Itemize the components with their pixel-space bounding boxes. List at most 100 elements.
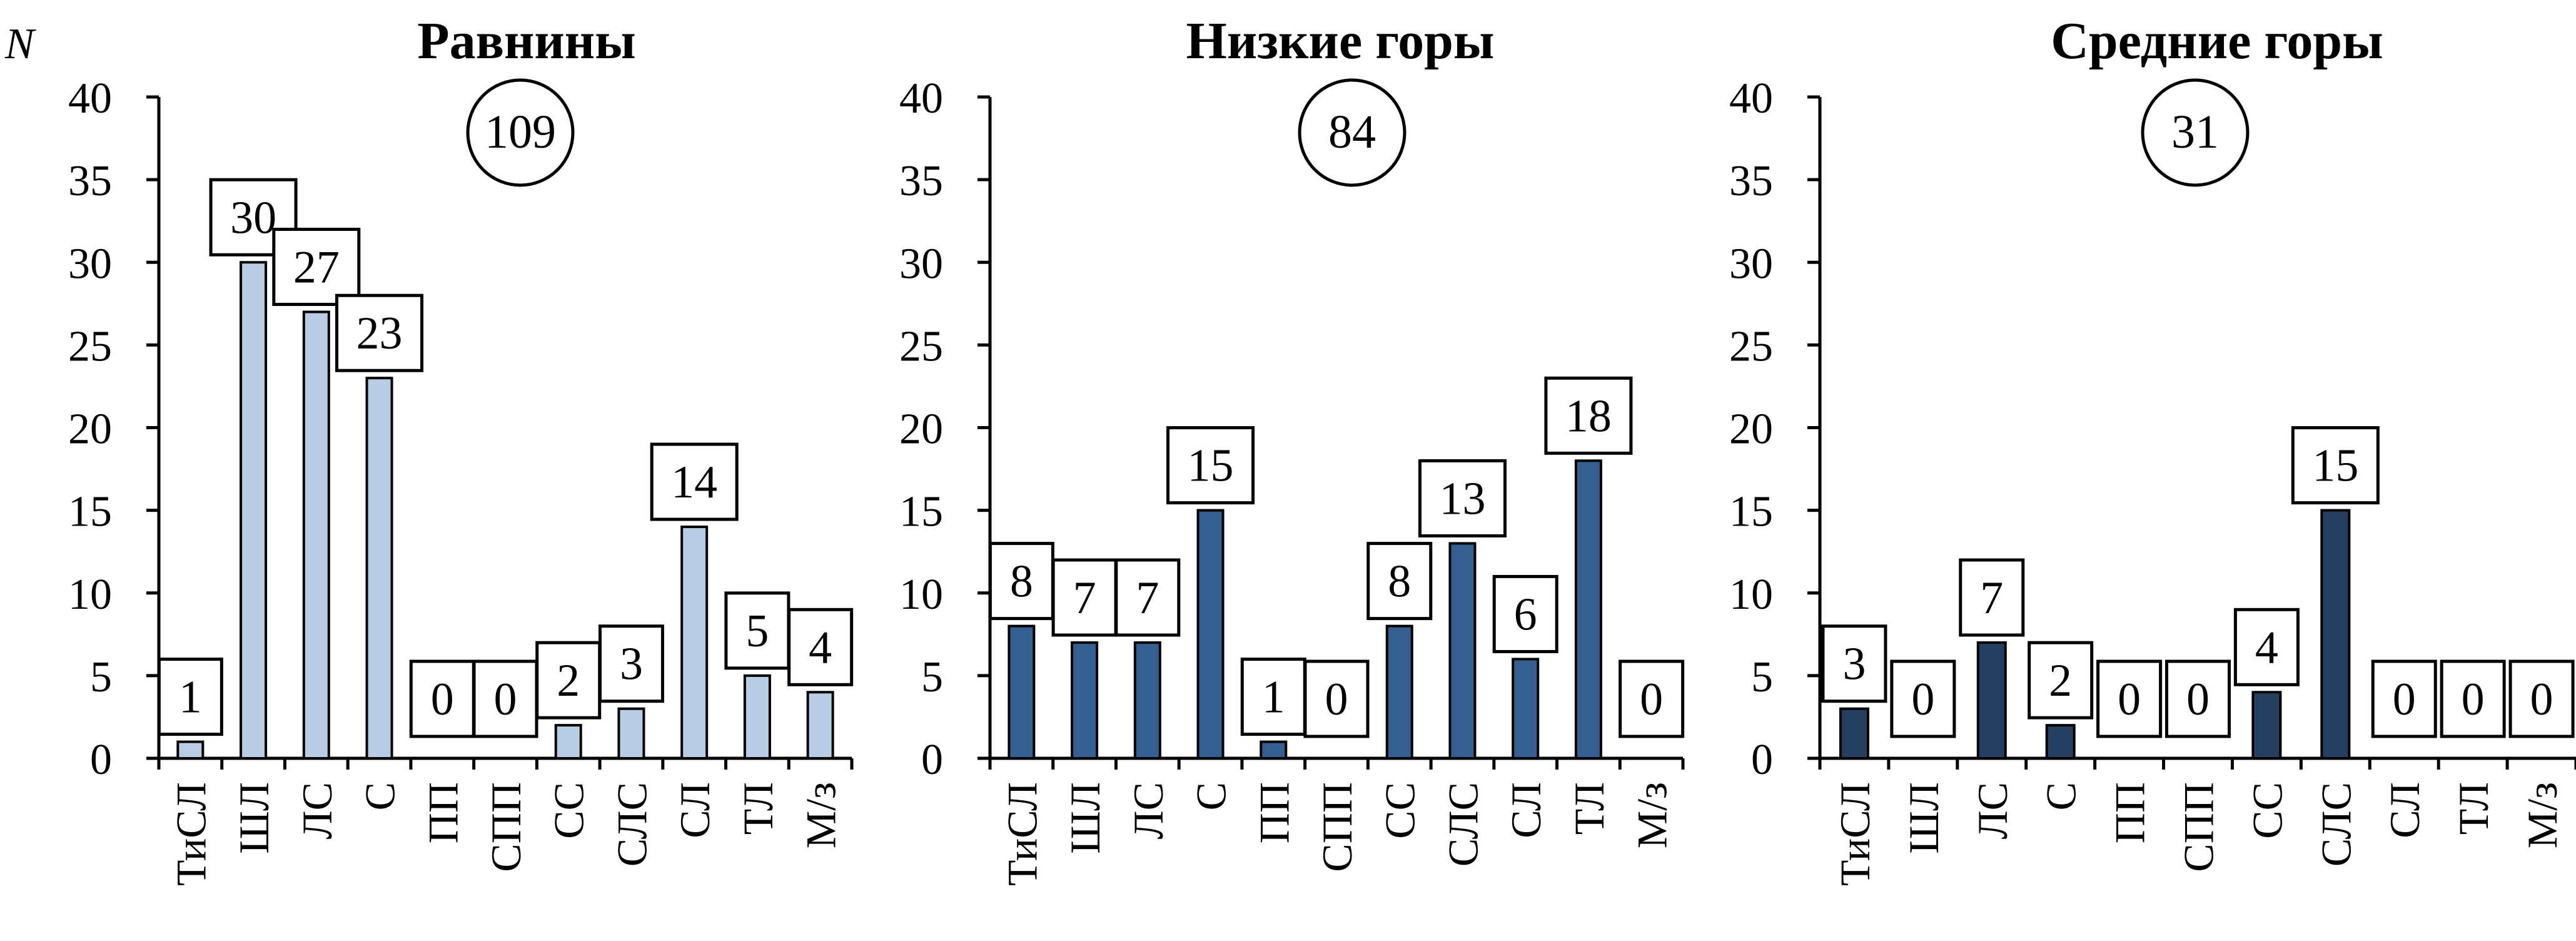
bar	[302, 310, 330, 760]
bar	[1133, 641, 1161, 760]
total-circle	[1298, 78, 1407, 187]
data-label-value: 0	[2462, 674, 2485, 725]
y-tick-label: 15	[68, 488, 112, 536]
data-label: 15	[1166, 426, 1255, 505]
bar	[1448, 542, 1477, 760]
y-tick-label: 15	[899, 488, 943, 536]
y-tick-label: 5	[1751, 653, 1773, 701]
y-tick-label: 40	[899, 74, 943, 123]
bar	[680, 526, 709, 760]
x-tick-label: С	[1188, 782, 1235, 810]
total-count-label: 109	[485, 106, 556, 158]
data-label: 4	[787, 608, 854, 686]
y-tick-label: 5	[90, 653, 112, 701]
y-tick-label: 10	[899, 571, 943, 619]
data-label: 0	[2508, 659, 2575, 738]
data-label-box	[1366, 542, 1433, 621]
data-label-box	[1619, 659, 1685, 738]
y-tick-label: 30	[899, 240, 943, 288]
data-label-value: 14	[671, 457, 717, 508]
data-label: 7	[1051, 558, 1118, 637]
total-count-badge: 84	[1298, 78, 1407, 187]
data-label-value: 7	[1136, 572, 1159, 624]
total-circle	[466, 78, 575, 187]
data-label-box	[724, 591, 790, 670]
data-label-value: 6	[1514, 589, 1537, 640]
data-label: 0	[2371, 659, 2437, 738]
total-count-label: 31	[2171, 106, 2219, 158]
chart-title: Низкие горы	[1186, 12, 1495, 70]
x-tick-label: С	[2038, 782, 2085, 810]
data-label-box	[1114, 558, 1181, 637]
data-label: 1	[1240, 658, 1306, 736]
data-label: 0	[409, 659, 475, 738]
data-label-value: 18	[1565, 390, 1612, 442]
bar	[617, 707, 645, 760]
bar	[2045, 724, 2076, 760]
chart-panel-1: Равнины1090510152025303540ТиСЛ1ШЛ30ЛС27С…	[68, 12, 854, 886]
x-tick-label: ТЛ	[1565, 782, 1613, 835]
x-tick-label: СПП	[482, 782, 530, 872]
data-label-value: 0	[2118, 674, 2141, 725]
bar	[2320, 509, 2351, 760]
data-label-box	[2028, 641, 2094, 720]
x-tick-label: СПП	[1313, 782, 1361, 872]
bar	[1008, 624, 1036, 760]
x-tick-label: ЛС	[293, 782, 341, 839]
y-tick-label: 20	[68, 405, 112, 454]
bar	[1385, 624, 1413, 760]
data-label: 3	[1821, 624, 1887, 703]
total-count-badge: 109	[466, 78, 575, 187]
x-tick-label: М/з	[797, 782, 845, 848]
y-tick-label: 0	[921, 736, 943, 784]
data-label-box	[1544, 376, 1633, 455]
y-tick-label: 35	[1729, 157, 1773, 205]
bar	[1196, 509, 1225, 760]
chart-panel-3: Средние горы310510152025303540ТиСЛ3ШЛ0ЛС…	[1729, 12, 2576, 886]
data-label-value: 1	[1262, 672, 1285, 723]
data-label-box	[535, 641, 602, 720]
data-label-box	[1959, 558, 2025, 637]
bar	[365, 377, 393, 760]
bar	[240, 261, 268, 760]
data-label-value: 0	[2186, 674, 2210, 725]
data-label-box	[2440, 659, 2506, 738]
x-tick-label: ШЛ	[230, 782, 278, 854]
data-label: 23	[335, 293, 424, 372]
data-label: 7	[1114, 558, 1181, 637]
x-tick-label: СЛ	[1502, 782, 1550, 838]
data-label: 13	[1418, 459, 1507, 537]
data-label-box	[2291, 426, 2380, 505]
y-tick-label: 5	[921, 653, 943, 701]
y-tick-label: 20	[899, 405, 943, 454]
x-tick-label: СПП	[2175, 782, 2223, 872]
x-tick-label: ТиСЛ	[1831, 782, 1879, 886]
data-label-value: 8	[1388, 556, 1411, 608]
x-tick-label: ТЛ	[734, 782, 782, 835]
x-tick-label: С	[356, 782, 404, 810]
data-label-value: 27	[293, 242, 340, 293]
bar	[1839, 707, 1869, 760]
data-label-value: 0	[2530, 674, 2553, 725]
data-label-box	[2233, 608, 2300, 686]
data-label: 5	[724, 591, 790, 670]
data-label-box	[1492, 574, 1558, 653]
data-label: 27	[272, 228, 361, 307]
y-tick-label: 20	[1729, 405, 1773, 454]
data-label: 0	[1619, 659, 1685, 738]
data-label-value: 7	[1073, 572, 1096, 624]
bar	[1976, 641, 2007, 760]
data-label-box	[1166, 426, 1255, 505]
data-label-box	[409, 659, 475, 738]
x-tick-label: ЛС	[1969, 782, 2016, 839]
x-tick-label: ЛС	[1124, 782, 1172, 839]
data-label-box	[472, 659, 538, 738]
bar	[1071, 641, 1099, 760]
bar	[743, 674, 771, 760]
data-label-box	[335, 293, 424, 372]
y-tick-label: 0	[1751, 736, 1773, 784]
chart-title: Средние горы	[2051, 12, 2383, 70]
x-tick-label: ПП	[1250, 782, 1298, 843]
bar	[176, 740, 205, 760]
data-label-value: 30	[230, 192, 276, 243]
